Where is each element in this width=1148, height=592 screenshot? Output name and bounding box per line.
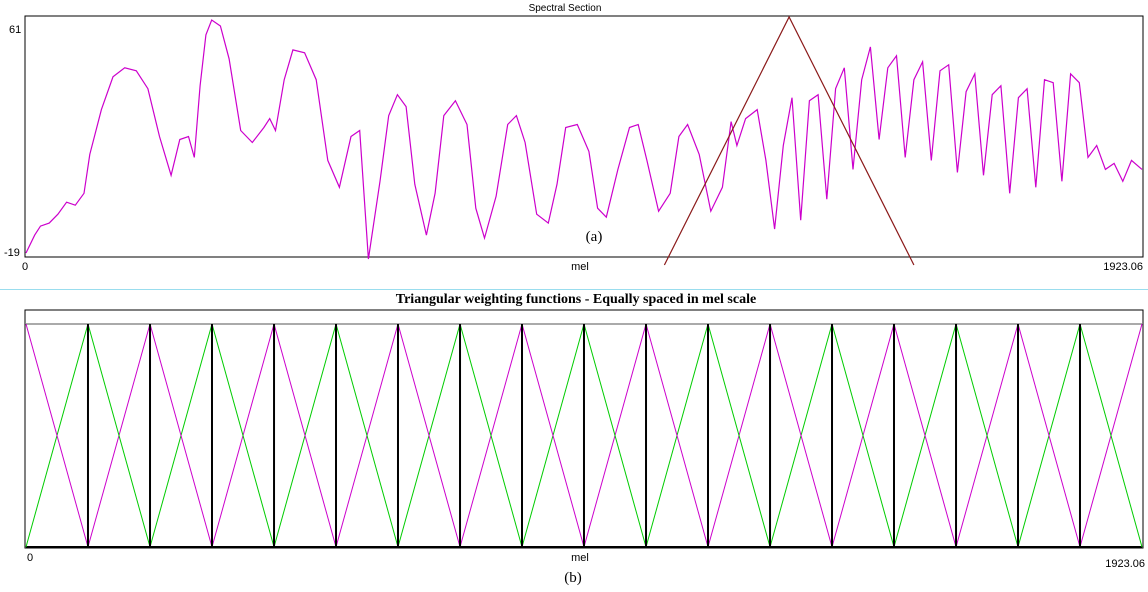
falling-edge-line — [1017, 323, 1081, 548]
falling-edge-line — [769, 323, 833, 548]
falling-edge-line — [831, 323, 895, 548]
falling-edge-line — [335, 323, 399, 548]
chart-a-y-tick-min: -19 — [4, 247, 20, 259]
chart-a: Spectral Section 61 -19 0 mel 1923.06 (a… — [4, 3, 1144, 273]
chart-b-x-label: mel — [571, 552, 589, 564]
falling-edge-line — [955, 323, 1019, 548]
falling-edge-line — [87, 323, 151, 548]
falling-edge-line — [707, 323, 771, 548]
falling-edge-line — [211, 323, 275, 548]
chart-a-marks — [25, 15, 1143, 266]
falling-edge-line — [893, 323, 957, 548]
chart-b-caption: (b) — [564, 570, 582, 586]
chart-a-plot-frame — [24, 15, 1144, 258]
falling-edge-line — [583, 323, 647, 548]
falling-edge-line — [149, 323, 213, 548]
falling-edge-line — [397, 323, 461, 548]
chart-a-x-label: mel — [571, 261, 589, 273]
falling-edge-line — [645, 323, 709, 548]
falling-edge-line — [273, 323, 337, 548]
chart-b: Triangular weighting functions - Equally… — [24, 292, 1145, 586]
chart-b-x-tick-min: 0 — [27, 552, 33, 564]
chart-a-y-tick-max: 61 — [9, 24, 21, 36]
weighting-triangle-line — [663, 15, 915, 266]
chart-a-caption: (a) — [586, 229, 603, 245]
chart-a-x-tick-max: 1923.06 — [1103, 261, 1143, 273]
falling-edge-line — [25, 323, 89, 548]
falling-edge-line — [521, 323, 585, 548]
chart-b-title: Triangular weighting functions - Equally… — [396, 292, 756, 307]
chart-a-x-tick-min: 0 — [22, 261, 28, 273]
falling-edge-line — [1079, 323, 1143, 548]
chart-b-x-tick-max: 1923.06 — [1105, 558, 1145, 570]
falling-edge-line — [459, 323, 523, 548]
spectrum-line — [25, 19, 1143, 260]
chart-b-marks — [25, 323, 1143, 548]
chart-a-title: Spectral Section — [529, 3, 602, 14]
